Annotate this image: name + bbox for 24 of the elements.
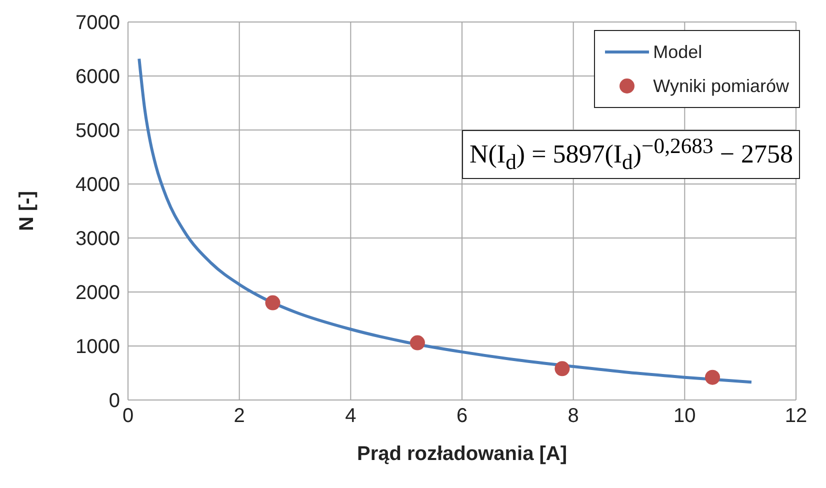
annotation: N(I$_{d}$) = 5897(I$_{d}$)$^{−0,2683}$ − 2758: [462, 130, 800, 179]
point: [410, 335, 425, 350]
point: [265, 295, 280, 310]
y-tick-label: 1000: [76, 336, 120, 358]
x-tick-label: 2: [234, 405, 245, 428]
point: [705, 370, 720, 385]
y-tick-label: 2000: [76, 282, 120, 304]
x-axis-title: Prąd rozładowania [A]: [356, 443, 568, 465]
y-tick-label: 3000: [76, 228, 120, 250]
x-tick-label: 0: [122, 405, 134, 428]
y-tick-label: 7000: [76, 12, 120, 34]
y-tick-label: 5000: [76, 120, 120, 142]
x-tick-label: 8: [568, 405, 579, 428]
x-tick-label: 12: [784, 405, 808, 428]
y-axis-title: N [-]: [16, 191, 38, 231]
y-tick-label: 0: [108, 390, 120, 412]
x-tick-label: 4: [345, 405, 356, 428]
legend-label: Model: [653, 42, 702, 62]
x-tick-label: 6: [456, 405, 468, 428]
legend-label: Wyniki pomiarów: [653, 76, 789, 96]
x-tick-label: 10: [674, 405, 696, 428]
y-tick-label: 6000: [76, 66, 120, 88]
point: [554, 361, 570, 376]
y-tick-label: 4000: [76, 174, 120, 196]
